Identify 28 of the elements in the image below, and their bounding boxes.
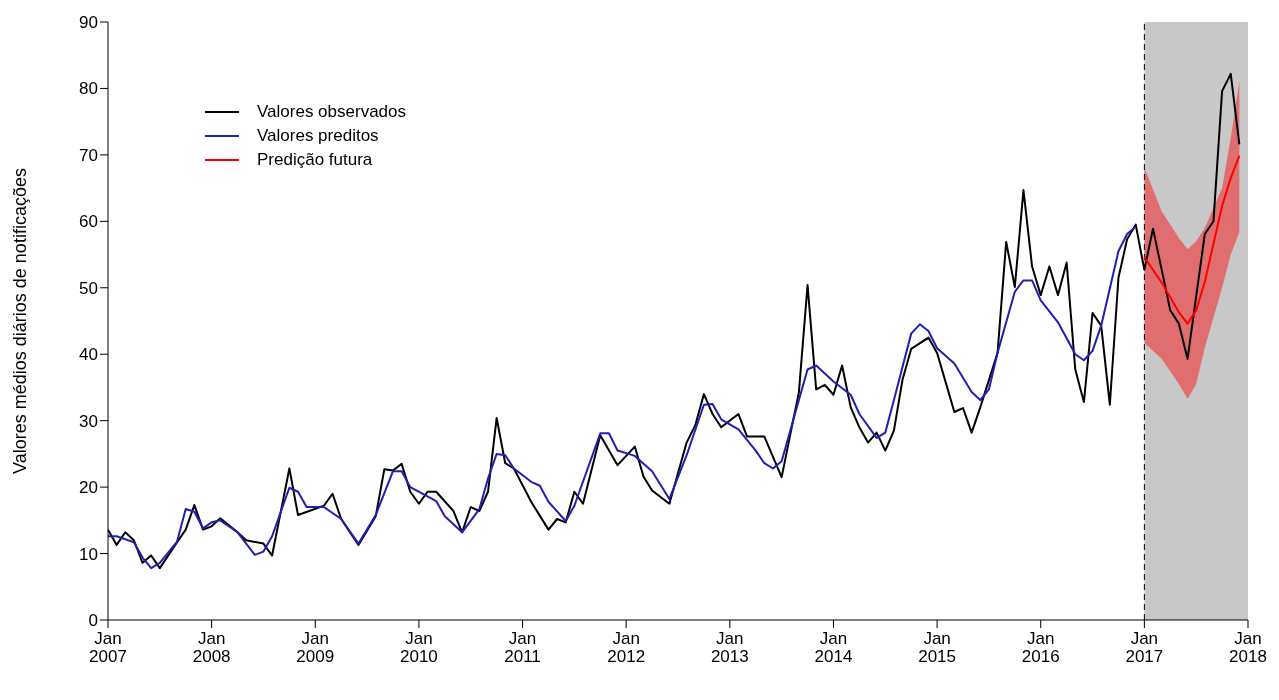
x-tick-label: Jan 2012	[607, 629, 646, 666]
x-tick-label: Jan 2014	[814, 629, 853, 666]
line-series	[108, 225, 1137, 570]
legend-label: Valores observados	[257, 101, 406, 123]
y-tick-label: 60	[79, 212, 98, 232]
y-tick-label: 30	[79, 411, 98, 431]
y-axis-title: Valores médios diários de notificações	[10, 168, 31, 474]
x-tick-label: Jan 2015	[918, 629, 956, 666]
x-tick-label: Jan 2010	[400, 629, 438, 666]
x-tick-label: Jan 2018	[1229, 629, 1267, 666]
y-tick-label: 10	[79, 544, 98, 564]
x-tick-label: Jan 2017	[1125, 629, 1164, 666]
x-tick-label: Jan 2008	[192, 629, 231, 666]
y-tick-label: 80	[79, 79, 98, 99]
legend-label: Predição futura	[257, 149, 373, 171]
y-tick-label: 70	[79, 145, 98, 165]
x-tick-label: Jan 2016	[1021, 629, 1060, 666]
x-tick-label: Jan 2007	[89, 629, 127, 666]
x-tick-label: Jan 2013	[710, 629, 749, 666]
x-tick-label: Jan 2011	[504, 629, 541, 666]
y-tick-label: 90	[79, 13, 98, 33]
y-tick-label: 40	[79, 345, 98, 365]
y-tick-label: 50	[79, 278, 98, 298]
y-tick-label: 0	[88, 611, 98, 631]
legend-label: Valores preditos	[257, 125, 379, 147]
x-tick-label: Jan 2009	[296, 629, 335, 666]
line-series	[1143, 154, 1241, 325]
y-tick-label: 20	[79, 478, 98, 498]
